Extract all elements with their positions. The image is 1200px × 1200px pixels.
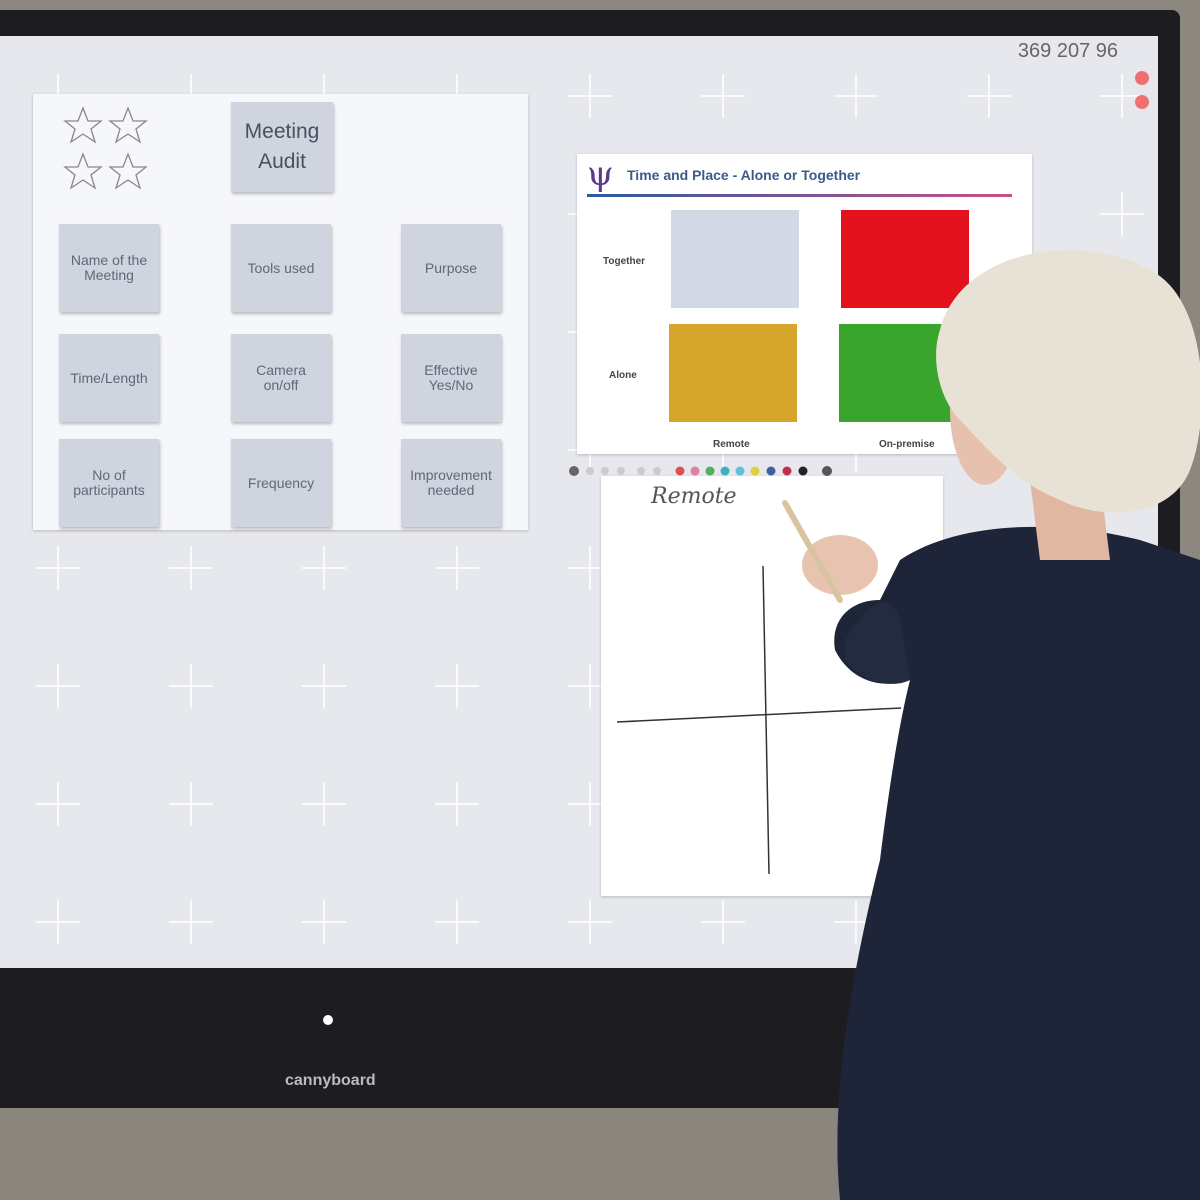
audit-card[interactable]: Improvement needed bbox=[401, 439, 501, 527]
grid-plus bbox=[302, 900, 346, 944]
grid-plus bbox=[169, 664, 213, 708]
whiteboard-screen: 369 207 96 Meeting Audit Name of the Mee… bbox=[0, 36, 1158, 968]
grid-plus bbox=[435, 782, 479, 826]
power-light bbox=[323, 1015, 333, 1025]
grid-plus bbox=[701, 900, 745, 944]
handwriting: Remote bbox=[651, 484, 737, 509]
audit-card[interactable]: Tools used bbox=[231, 224, 331, 312]
row-label: Alone bbox=[609, 370, 637, 381]
grid-plus bbox=[1100, 192, 1144, 236]
grid-plus bbox=[169, 782, 213, 826]
brand-logo: cannyboard bbox=[285, 1072, 376, 1089]
grid-plus bbox=[169, 900, 213, 944]
audit-card[interactable]: Purpose bbox=[401, 224, 501, 312]
column-label: Remote bbox=[713, 439, 750, 450]
audit-card[interactable]: Camera on/off bbox=[231, 334, 331, 422]
grid-plus bbox=[302, 782, 346, 826]
window-controls[interactable] bbox=[1130, 66, 1154, 116]
grid-plus bbox=[568, 74, 612, 118]
audit-card[interactable]: No of participants bbox=[59, 439, 159, 527]
audit-card[interactable]: Frequency bbox=[231, 439, 331, 527]
grid-plus bbox=[701, 74, 745, 118]
sketch-lines bbox=[616, 565, 902, 875]
audit-card[interactable]: Effective Yes/No bbox=[401, 334, 501, 422]
stars bbox=[63, 106, 148, 190]
audit-panel[interactable]: Meeting Audit Name of the Meeting Tools u… bbox=[33, 94, 528, 530]
diagram-title: Time and Place - Alone or Together bbox=[627, 167, 861, 183]
grid-plus bbox=[435, 664, 479, 708]
grid-plus bbox=[1100, 74, 1144, 118]
row-label: Together bbox=[603, 256, 646, 267]
pen-toolbar[interactable] bbox=[565, 461, 945, 481]
grid-plus bbox=[435, 546, 479, 590]
quadrant bbox=[669, 324, 797, 422]
column-label: On-premise bbox=[879, 439, 935, 450]
grid-plus bbox=[834, 74, 878, 118]
grid-plus bbox=[302, 546, 346, 590]
board-code[interactable]: 369 207 96 bbox=[1017, 40, 1118, 62]
title-rule bbox=[587, 194, 1012, 197]
grid-plus bbox=[568, 900, 612, 944]
grid-plus bbox=[36, 900, 80, 944]
grid-plus bbox=[36, 782, 80, 826]
quadrant bbox=[671, 210, 799, 308]
grid-plus bbox=[169, 546, 213, 590]
quadrant bbox=[841, 210, 969, 308]
audit-title[interactable]: Meeting Audit bbox=[231, 102, 333, 192]
grid-plus bbox=[36, 664, 80, 708]
grid-plus bbox=[36, 546, 80, 590]
audit-card[interactable]: Name of the Meeting bbox=[59, 224, 159, 312]
audit-card[interactable]: Time/Length bbox=[59, 334, 159, 422]
grid-plus bbox=[435, 900, 479, 944]
grid-plus bbox=[967, 74, 1011, 118]
logo: ψ bbox=[587, 154, 614, 194]
grid-plus bbox=[302, 664, 346, 708]
